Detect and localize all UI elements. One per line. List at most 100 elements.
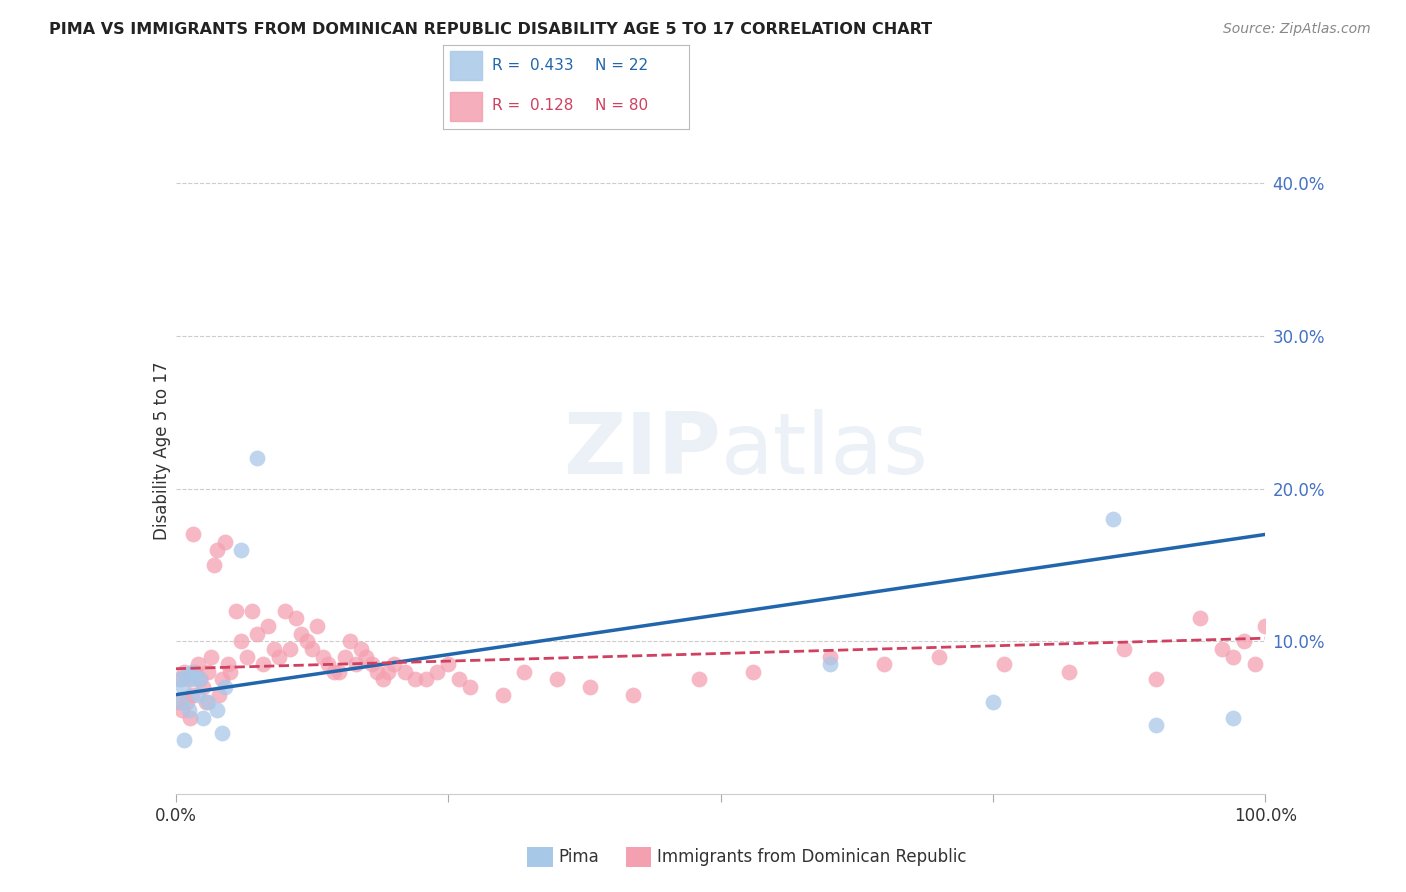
Point: [928, 649, 950, 664]
Point: [274, 604, 297, 618]
Point: [284, 611, 307, 625]
Text: R =  0.433: R = 0.433: [492, 58, 574, 73]
Text: Pima: Pima: [558, 848, 599, 866]
Point: [172, 703, 194, 717]
Text: Source: ZipAtlas.com: Source: ZipAtlas.com: [1223, 22, 1371, 37]
Point: [181, 688, 204, 702]
Text: N = 22: N = 22: [596, 58, 648, 73]
Y-axis label: Disability Age 5 to 17: Disability Age 5 to 17: [153, 361, 172, 540]
Point: [235, 649, 257, 664]
Point: [211, 726, 233, 740]
Point: [818, 649, 841, 664]
Point: [360, 657, 382, 672]
Point: [167, 695, 190, 709]
Point: [333, 649, 356, 664]
Point: [350, 641, 373, 656]
Point: [217, 657, 239, 672]
Point: [1102, 512, 1125, 526]
Point: [202, 558, 225, 572]
Point: [290, 626, 312, 640]
Point: [205, 703, 228, 717]
Point: [688, 673, 710, 687]
Point: [195, 695, 218, 709]
Text: atlas: atlas: [721, 409, 928, 492]
Point: [1243, 657, 1265, 672]
Point: [231, 634, 253, 648]
Point: [214, 535, 236, 549]
Text: Immigrants from Dominican Republic: Immigrants from Dominican Republic: [657, 848, 966, 866]
Point: [231, 542, 253, 557]
Point: [181, 527, 204, 541]
Point: [394, 665, 416, 679]
Bar: [450, 52, 482, 80]
Point: [415, 673, 437, 687]
Point: [579, 680, 602, 694]
Point: [742, 665, 765, 679]
Point: [1222, 649, 1244, 664]
Point: [318, 657, 340, 672]
Point: [377, 665, 399, 679]
Point: [1189, 611, 1212, 625]
Point: [214, 680, 236, 694]
Point: [301, 641, 323, 656]
Point: [170, 673, 193, 687]
Point: [225, 604, 247, 618]
Point: [252, 657, 274, 672]
Point: [513, 665, 536, 679]
Point: [191, 710, 214, 724]
Point: [981, 695, 1004, 709]
Point: [170, 695, 193, 709]
Point: [177, 703, 200, 717]
Point: [366, 665, 388, 679]
Point: [179, 710, 201, 724]
Point: [263, 641, 285, 656]
Point: [197, 665, 219, 679]
Point: [186, 657, 209, 672]
Point: [246, 626, 269, 640]
Point: [211, 673, 233, 687]
Text: ZIP: ZIP: [562, 409, 721, 492]
Point: [328, 665, 350, 679]
Point: [184, 673, 207, 687]
Point: [240, 604, 263, 618]
Point: [356, 649, 378, 664]
Point: [200, 649, 222, 664]
Point: [246, 451, 269, 466]
Text: PIMA VS IMMIGRANTS FROM DOMINICAN REPUBLIC DISABILITY AGE 5 TO 17 CORRELATION CH: PIMA VS IMMIGRANTS FROM DOMINICAN REPUBL…: [49, 22, 932, 37]
Point: [188, 673, 211, 687]
Point: [1254, 619, 1277, 633]
Point: [322, 665, 344, 679]
Point: [1057, 665, 1080, 679]
Point: [205, 542, 228, 557]
Point: [173, 733, 195, 747]
Point: [1144, 718, 1167, 732]
Point: [1222, 710, 1244, 724]
Point: [993, 657, 1015, 672]
Point: [167, 673, 190, 687]
Point: [176, 695, 198, 709]
Point: [371, 673, 394, 687]
Point: [437, 657, 460, 672]
Point: [173, 665, 195, 679]
Point: [1112, 641, 1135, 656]
Point: [382, 657, 405, 672]
Point: [1144, 673, 1167, 687]
Point: [184, 665, 207, 679]
Point: [873, 657, 896, 672]
Point: [257, 619, 280, 633]
Point: [208, 688, 231, 702]
Text: R =  0.128: R = 0.128: [492, 98, 574, 113]
Point: [405, 673, 427, 687]
Point: [312, 649, 335, 664]
Point: [295, 634, 318, 648]
Point: [188, 673, 211, 687]
Point: [1211, 641, 1233, 656]
Point: [546, 673, 568, 687]
Point: [818, 657, 841, 672]
Point: [458, 680, 481, 694]
Point: [269, 649, 291, 664]
Point: [191, 680, 214, 694]
Point: [1232, 634, 1256, 648]
Point: [344, 657, 367, 672]
Point: [492, 688, 515, 702]
